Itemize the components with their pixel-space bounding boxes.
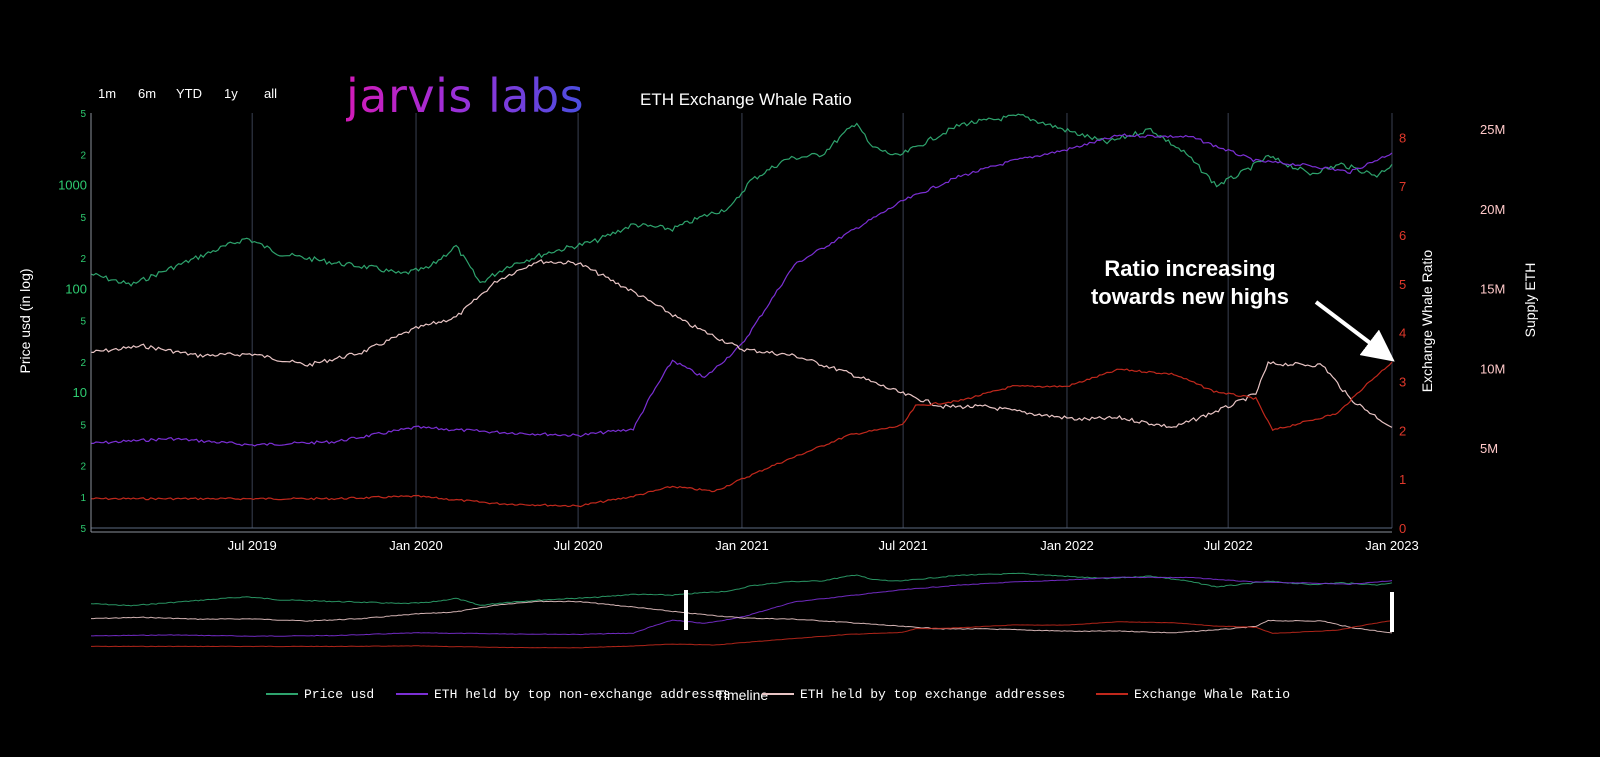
range-button-all[interactable]: all: [264, 86, 278, 101]
annotation-text-line2: towards new highs: [1091, 284, 1289, 309]
range-button-ytd[interactable]: YTD: [176, 86, 202, 101]
ratio-tick-label: 3: [1399, 375, 1406, 390]
legend-item-1: ETH held by top non-exchange addresses: [434, 687, 730, 702]
logo-jarvis-labs: jarvis labs: [346, 66, 584, 126]
x-tick-label: Jan 2021: [715, 538, 769, 553]
navigator-line-3: [91, 619, 1393, 649]
range-button-1y[interactable]: 1y: [224, 86, 238, 101]
price-axis-title: Price usd (in log): [17, 268, 33, 373]
range-button-1m[interactable]: 1m: [98, 86, 117, 101]
price-tick-label: 5: [80, 213, 86, 224]
price-tick-label: 5: [80, 420, 86, 431]
navigator-line-1: [91, 576, 1393, 637]
ratio-tick-label: 7: [1399, 179, 1406, 194]
x-tick-label: Jan 2023: [1365, 538, 1419, 553]
price-tick-label: 2: [80, 462, 86, 473]
supply-tick-label: 20M: [1480, 202, 1505, 217]
ratio-tick-label: 5: [1399, 277, 1406, 292]
x-tick-label: Jul 2020: [554, 538, 603, 553]
x-tick-label: Jan 2020: [389, 538, 443, 553]
legend-item-3: Exchange Whale Ratio: [1134, 687, 1290, 702]
x-tick-label: Jul 2022: [1204, 538, 1253, 553]
series-line-1: [91, 133, 1393, 447]
ratio-tick-label: 4: [1399, 326, 1406, 341]
ratio-tick-label: 0: [1399, 521, 1406, 536]
ratio-tick-label: 1: [1399, 472, 1406, 487]
series-line-2: [91, 259, 1393, 429]
supply-axis-title: Supply ETH: [1522, 263, 1538, 338]
price-tick-label: 5: [80, 109, 86, 120]
price-tick-label: 2: [80, 254, 86, 265]
legend-item-2: ETH held by top exchange addresses: [800, 687, 1065, 702]
navigator-handle-left: [684, 590, 688, 630]
navigator-line-0: [90, 572, 1393, 607]
x-tick-label: Jul 2019: [228, 538, 277, 553]
chart-title: ETH Exchange Whale Ratio: [640, 90, 852, 109]
price-tick-label: 100: [65, 281, 87, 296]
annotation-text-line1: Ratio increasing: [1104, 256, 1275, 281]
supply-tick-label: 10M: [1480, 361, 1505, 376]
price-tick-label: 1000: [58, 178, 87, 193]
supply-tick-label: 5M: [1480, 441, 1498, 456]
annotation-arrow: [1314, 300, 1395, 362]
x-axis-title: Timeline: [716, 687, 769, 703]
price-tick-label: 5: [80, 317, 86, 328]
price-tick-label: 2: [80, 150, 86, 161]
x-tick-label: Jul 2021: [879, 538, 928, 553]
legend-item-0: Price usd: [304, 687, 374, 702]
price-tick-label: 10: [73, 385, 87, 400]
ratio-tick-label: 6: [1399, 228, 1406, 243]
price-tick-label: 2: [80, 358, 86, 369]
ratio-axis-title: Exchange Whale Ratio: [1419, 250, 1435, 393]
navigator-line-2: [91, 600, 1393, 634]
x-tick-label: Jan 2022: [1040, 538, 1094, 553]
range-button-6m[interactable]: 6m: [138, 86, 157, 101]
price-tick-label: 1: [80, 493, 86, 504]
series-line-0: [90, 113, 1393, 287]
price-tick-label: 5: [80, 524, 86, 535]
supply-tick-label: 25M: [1480, 122, 1505, 137]
navigator-handle-right: [1390, 592, 1394, 632]
series-line-3: [90, 361, 1393, 508]
ratio-tick-label: 8: [1399, 130, 1406, 145]
supply-tick-label: 15M: [1480, 282, 1505, 297]
ratio-tick-label: 2: [1399, 423, 1406, 438]
